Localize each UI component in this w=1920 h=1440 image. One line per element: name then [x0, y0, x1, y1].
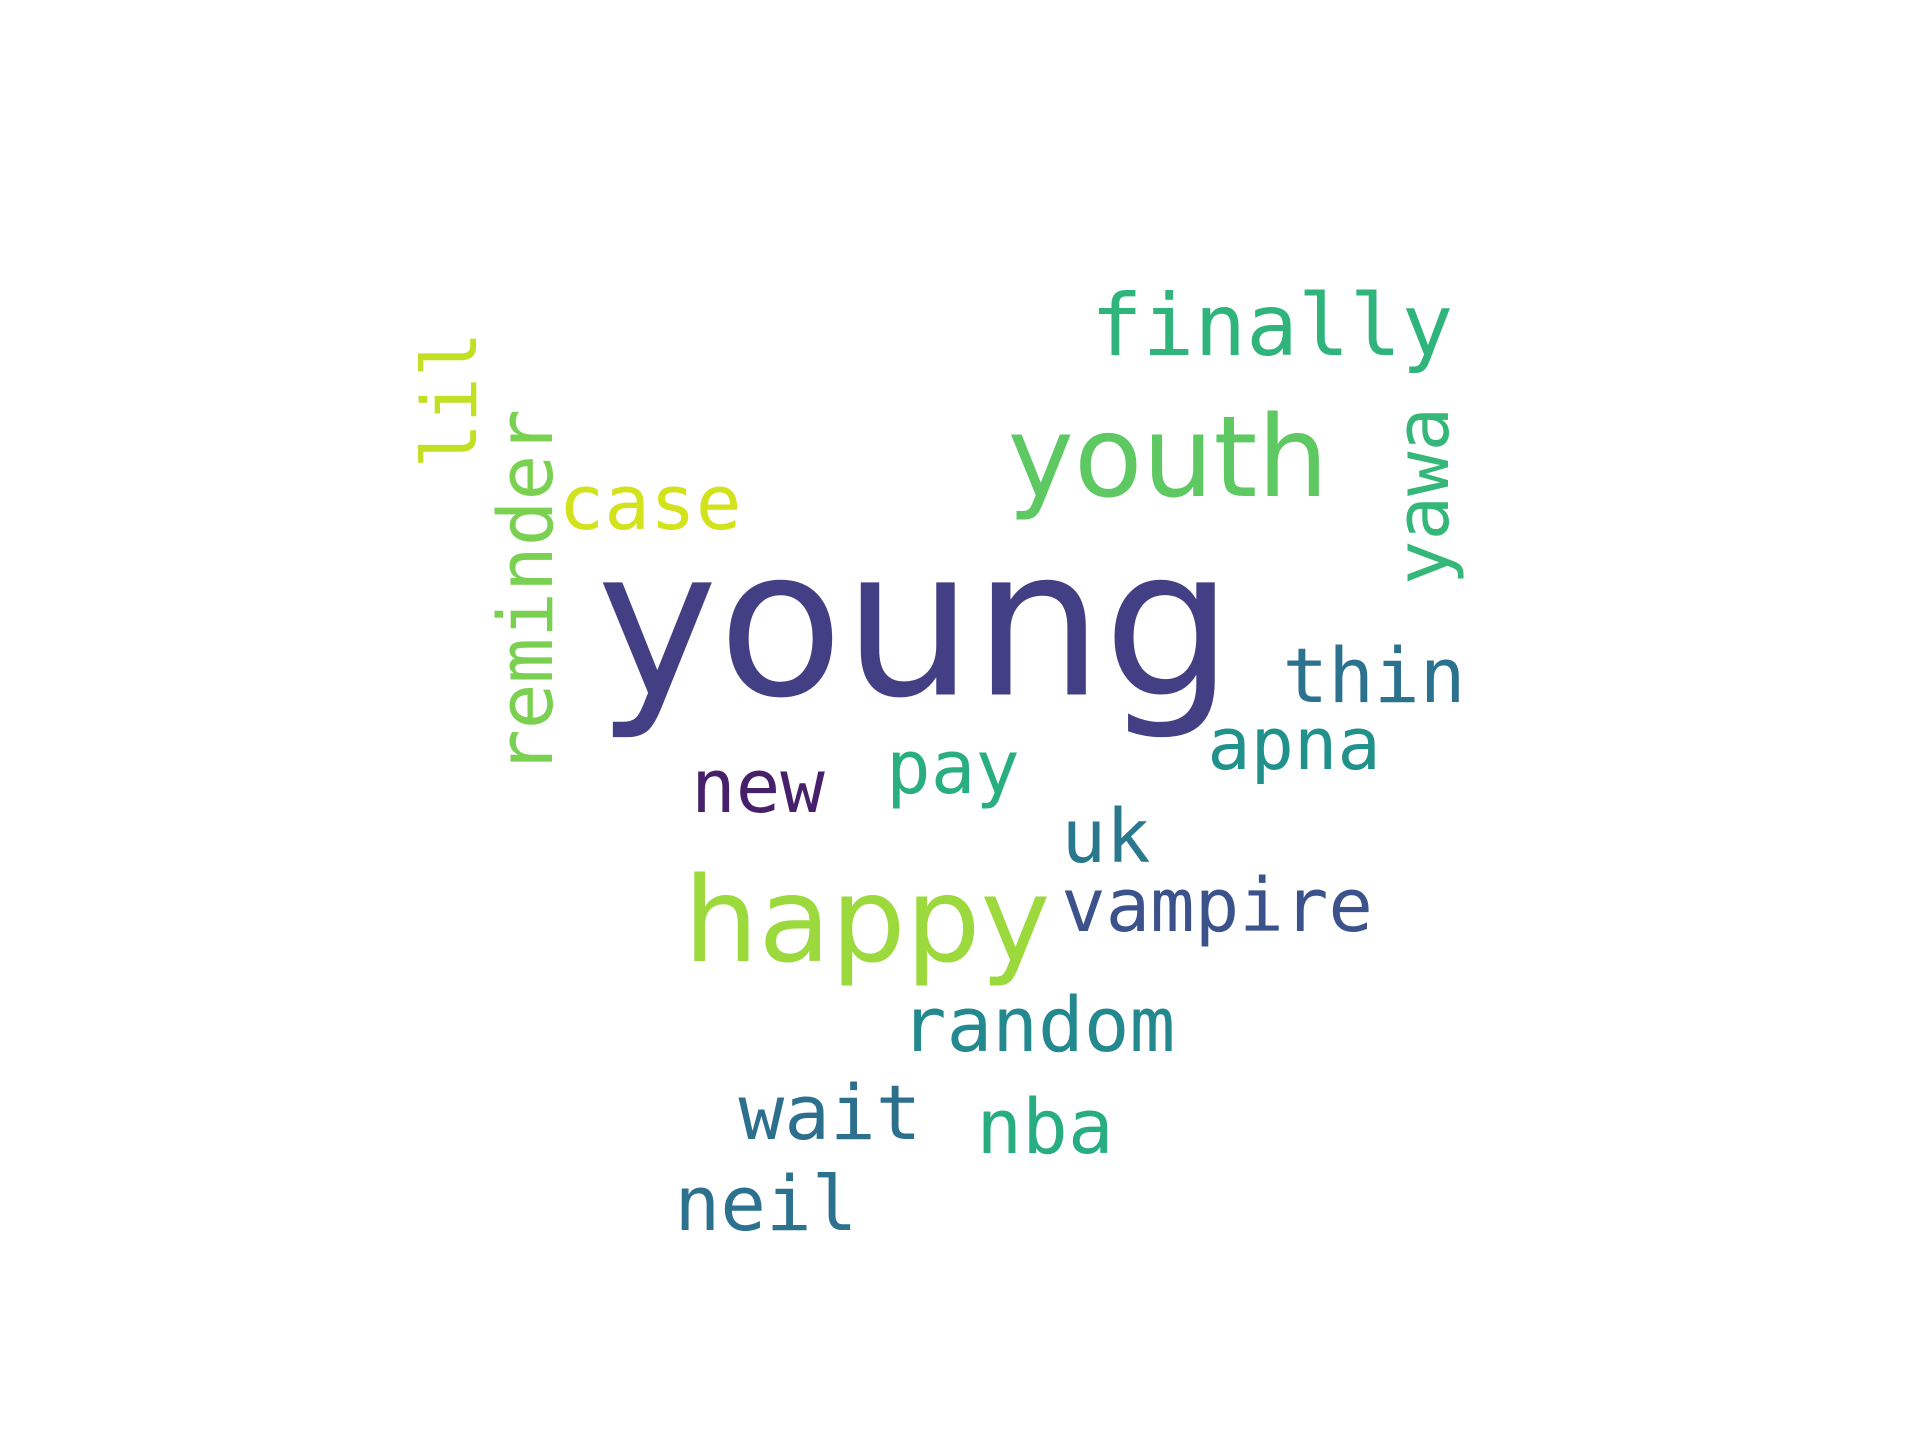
word-thin: thin — [1282, 631, 1466, 720]
word-young: young — [596, 505, 1234, 744]
word-nba: nba — [976, 1082, 1114, 1171]
word-youth: youth — [1007, 393, 1329, 523]
word-new: new — [691, 744, 825, 830]
word-yawa: yawa — [1380, 406, 1466, 586]
word-finally: finally — [1090, 276, 1454, 376]
word-wait: wait — [738, 1068, 922, 1157]
word-happy: happy — [683, 851, 1051, 989]
word-uk: uk — [1061, 794, 1151, 880]
word-neil: neil — [674, 1159, 858, 1248]
word-apna: apna — [1207, 702, 1381, 786]
word-vampire: vampire — [1061, 863, 1373, 949]
word-lil: lil — [405, 331, 494, 469]
word-reminder: reminder — [481, 408, 570, 776]
word-pay: pay — [886, 725, 1020, 811]
word-random: random — [900, 980, 1176, 1069]
word-case: case — [558, 458, 742, 547]
